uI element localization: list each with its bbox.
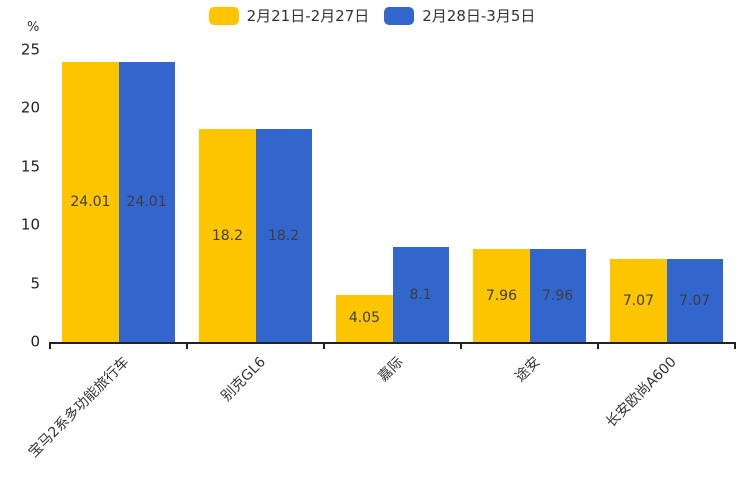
- legend-item[interactable]: 2月21日-2月27日: [208, 6, 370, 25]
- bar-series-2: 18.2: [255, 129, 312, 342]
- category-group: 7.07 7.07 长安欧尚A600: [598, 50, 735, 431]
- y-axis-tick-label: 5: [30, 274, 40, 293]
- y-axis-tick-label: 0: [30, 332, 40, 351]
- category-group: 18.2 18.2 别克GL6: [187, 50, 324, 405]
- bar-series-2: 24.01: [118, 61, 175, 342]
- legend-swatch-icon: [384, 7, 415, 25]
- bar-series-2: 7.07: [666, 259, 723, 342]
- bar-value-label: 4.05: [348, 310, 380, 327]
- legend-swatch-icon: [208, 7, 239, 25]
- category-slots: 24.01 24.01 宝马2系多功能旅行车 18.2 18.2 别克GL6 4.05 8.1…: [25, 50, 735, 461]
- x-axis-tick-mark: [323, 342, 325, 349]
- y-axis-tick-label: 20: [20, 98, 40, 117]
- bar-value-label: 18.2: [267, 227, 300, 244]
- x-axis-category-label: 嘉际: [374, 354, 406, 386]
- y-axis-tick-label: 15: [20, 157, 40, 176]
- x-axis-tick-mark: [49, 342, 51, 349]
- category-group: 24.01 24.01 宝马2系多功能旅行车: [25, 50, 187, 461]
- bar-value-label: 18.2: [211, 227, 243, 244]
- legend-item[interactable]: 2月28日-3月5日: [384, 7, 535, 25]
- x-axis-category-label: 途安: [511, 354, 543, 386]
- x-axis-category-label: 宝马2系多功能旅行车: [25, 354, 132, 461]
- bar-value-label: 7.07: [678, 292, 711, 309]
- bar-value-label: 24.01: [70, 193, 111, 210]
- x-axis-tick-mark: [460, 342, 462, 349]
- chart-legend: 2月21日-2月27日 2月28日-3月5日: [0, 7, 744, 25]
- legend-item-label: 2月28日-3月5日: [422, 6, 536, 25]
- x-axis-tick-mark: [734, 342, 736, 349]
- x-axis-category-label: 长安欧尚A600: [603, 354, 680, 431]
- y-axis-tick-label: 10: [20, 215, 40, 234]
- y-axis-unit-label: %: [27, 20, 40, 35]
- plot-area: 24.01 24.01 宝马2系多功能旅行车 18.2 18.2 别克GL6 4.05 8.1…: [21, 42, 736, 461]
- bar-series-2: 8.1: [392, 247, 449, 342]
- bar-series-1: 7.07: [610, 259, 667, 342]
- y-axis-tick-label: 25: [20, 40, 40, 59]
- bar-series-2: 7.96: [529, 249, 586, 342]
- bar-series-1: 24.01: [62, 61, 119, 342]
- x-axis-tick-mark: [186, 342, 188, 349]
- category-group: 4.05 8.1 嘉际: [324, 50, 461, 385]
- x-axis-category-label: 别克GL6: [218, 354, 269, 405]
- bar-series-1: 4.05: [336, 294, 393, 342]
- legend-item-label: 2月21日-2月27日: [246, 6, 370, 25]
- bar-value-label: 7.96: [541, 287, 574, 304]
- x-axis-tick-mark: [597, 342, 599, 349]
- bar-value-label: 8.1: [409, 286, 432, 303]
- bar-value-label: 24.01: [126, 193, 167, 210]
- bar-value-label: 7.07: [622, 292, 654, 309]
- bar-series-1: 18.2: [199, 129, 256, 342]
- bar-value-label: 7.96: [485, 287, 517, 304]
- category-group: 7.96 7.96 途安: [461, 50, 598, 385]
- bar-series-1: 7.96: [473, 249, 530, 342]
